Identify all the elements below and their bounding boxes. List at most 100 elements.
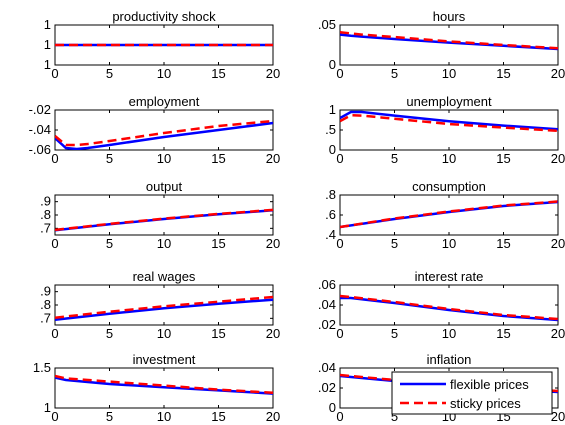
y-tick-label: 0 [329, 57, 336, 72]
x-tick-label: 0 [336, 409, 343, 424]
y-tick-label: 1 [44, 57, 51, 72]
panel-title: investment [133, 352, 196, 367]
x-tick-label: 20 [266, 66, 280, 81]
x-tick-label: 5 [106, 236, 113, 251]
plot-frame [339, 284, 559, 326]
x-tick-label: 15 [496, 66, 510, 81]
x-tick-label: 15 [211, 236, 225, 251]
x-tick-label: 0 [51, 409, 58, 424]
x-tick-label: 10 [157, 409, 171, 424]
x-tick-label: 20 [266, 151, 280, 166]
x-tick-label: 10 [157, 66, 171, 81]
panel-consumption: consumption 0 5 10 15 20 .4 .6 .8 [325, 179, 565, 251]
x-tick-label: 5 [106, 409, 113, 424]
x-tick-label: 20 [266, 326, 280, 341]
y-tick-label: .8 [40, 207, 51, 222]
y-tick-label: 1 [44, 37, 51, 52]
panel-title: interest rate [415, 269, 484, 284]
x-tick-label: 0 [51, 151, 58, 166]
panel-title: hours [433, 9, 466, 24]
x-tick-label: 10 [442, 326, 456, 341]
x-tick-label: 10 [442, 66, 456, 81]
x-tick-label: 0 [51, 66, 58, 81]
y-tick-label: .02 [318, 317, 336, 332]
x-tick-label: 10 [157, 151, 171, 166]
series-line-sticky-prices [340, 294, 558, 321]
panel-title: real wages [133, 269, 196, 284]
panel-productivity-shock: productivity shock 0 5 10 15 20 1 1 1 [44, 9, 280, 81]
legend-label-flexible-prices: flexible prices [450, 377, 529, 392]
y-tick-label: .7 [40, 220, 51, 235]
x-tick-label: 0 [51, 326, 58, 341]
y-tick-label: -.06 [29, 142, 51, 157]
plot-frame [339, 194, 559, 236]
y-tick-label: .8 [325, 187, 336, 202]
x-tick-label: 5 [391, 66, 398, 81]
x-tick-label: 15 [496, 151, 510, 166]
x-tick-label: 20 [266, 236, 280, 251]
series-line-sticky-prices [55, 295, 273, 319]
x-tick-label: 5 [106, 151, 113, 166]
series-line-sticky-prices [55, 119, 273, 147]
plot-frame [339, 109, 559, 151]
y-tick-label: 1 [329, 102, 336, 117]
y-tick-label: .7 [40, 310, 51, 325]
series-line-flexible-prices [340, 110, 558, 131]
panel-title: employment [129, 94, 200, 109]
legend-label-sticky-prices: sticky prices [450, 396, 521, 411]
x-tick-label: 20 [551, 326, 565, 341]
plot-frame [339, 24, 559, 66]
x-tick-label: 5 [391, 409, 398, 424]
x-tick-label: 15 [211, 409, 225, 424]
y-tick-label: -.02 [29, 102, 51, 117]
y-tick-label: 1.5 [33, 360, 51, 375]
x-tick-label: 5 [391, 236, 398, 251]
y-tick-label: .05 [318, 17, 336, 32]
y-tick-label: .9 [40, 284, 51, 299]
x-tick-label: 0 [51, 236, 58, 251]
x-tick-label: 15 [496, 326, 510, 341]
x-tick-label: 20 [266, 409, 280, 424]
x-tick-label: 15 [211, 326, 225, 341]
x-tick-label: 5 [391, 151, 398, 166]
y-tick-label: 0 [329, 400, 336, 415]
series-line-sticky-prices [340, 200, 558, 229]
x-tick-label: 15 [496, 236, 510, 251]
y-tick-label: .8 [40, 297, 51, 312]
x-tick-label: 0 [336, 236, 343, 251]
series-line-sticky-prices [55, 208, 273, 232]
x-tick-label: 10 [157, 236, 171, 251]
x-tick-label: 5 [106, 326, 113, 341]
y-tick-label: .4 [325, 227, 336, 242]
series-line-flexible-prices [55, 121, 273, 150]
x-tick-label: 20 [551, 66, 565, 81]
series-line-sticky-prices [55, 374, 273, 395]
panel-output: output 0 5 10 15 20 .7.8.9 [40, 179, 280, 251]
y-tick-label: .02 [318, 380, 336, 395]
x-tick-label: 10 [442, 151, 456, 166]
panel-employment: employment 0 5 10 15 20 -.02 -.04 -.06 [29, 94, 281, 166]
x-tick-label: 20 [551, 151, 565, 166]
panel-title: productivity shock [112, 9, 216, 24]
x-tick-label: 5 [391, 326, 398, 341]
x-tick-label: 15 [211, 66, 225, 81]
x-tick-label: 20 [551, 409, 565, 424]
y-tick-label: .5 [325, 122, 336, 137]
panel-title: unemployment [406, 94, 492, 109]
y-tick-label: 1 [44, 400, 51, 415]
x-tick-label: 10 [442, 236, 456, 251]
series-line-flexible-prices [55, 298, 273, 321]
panel-interest-rate: interest rate 0 5 10 15 20 .02 .04 .06 [318, 269, 565, 341]
panel-title: output [146, 179, 183, 194]
y-tick-label: .6 [325, 207, 336, 222]
panel-investment: investment 0 5 10 15 20 1 1.5 [33, 352, 280, 424]
series-line-flexible-prices [340, 33, 558, 51]
x-tick-label: 0 [336, 66, 343, 81]
y-tick-label: .04 [318, 360, 336, 375]
y-tick-label: -.04 [29, 122, 51, 137]
panel-title: inflation [427, 352, 472, 367]
panel-real-wages: real wages 0 5 10 15 20 .7.8.9 [40, 269, 280, 341]
